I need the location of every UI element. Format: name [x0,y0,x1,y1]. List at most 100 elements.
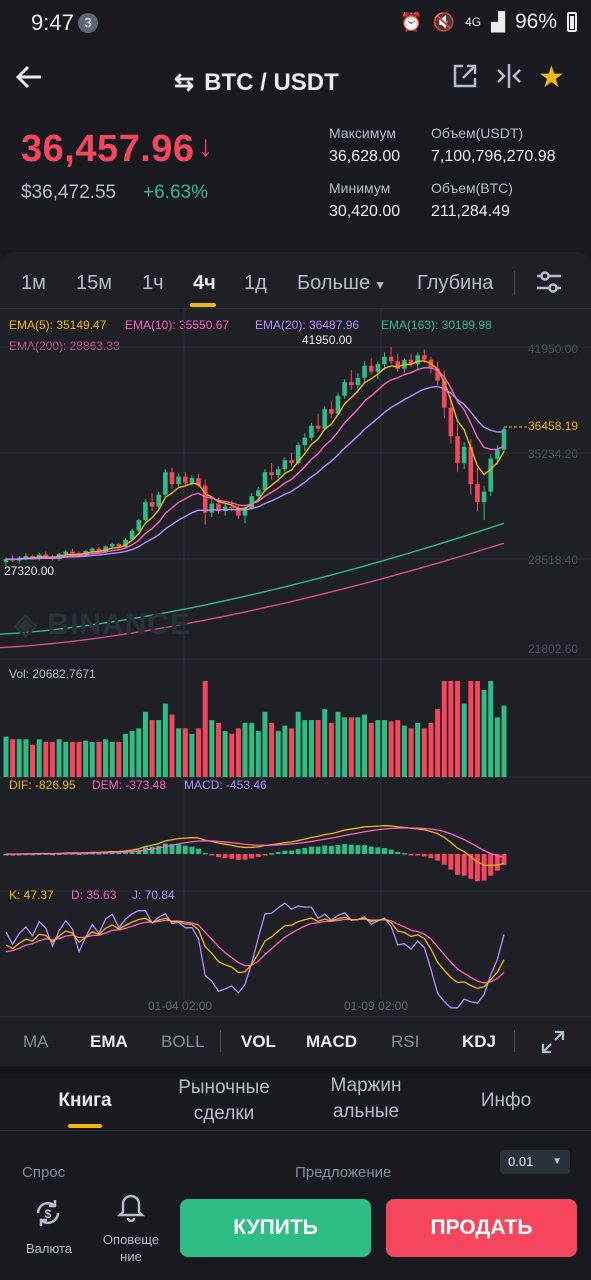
macd-bar [235,854,241,860]
macd-bar [76,853,82,855]
indicator-ema[interactable]: EMA [90,1032,128,1051]
tab-info[interactable]: Инфо [480,1090,532,1111]
volume-bar [488,681,494,777]
candle-body [461,446,467,464]
tab-market-trades[interactable]: Рыночные сделки [178,1077,270,1124]
tab-margin[interactable]: Маржин альные [330,1075,402,1122]
volume-bar [10,739,16,777]
favorite-star-icon[interactable]: ★ [538,61,565,94]
candle-body [455,436,460,464]
macd-bar [474,854,480,882]
macd-bar [83,853,89,855]
volume-bar [182,728,188,777]
volume-bar [415,722,421,777]
macd-bar [428,854,434,859]
candle-body [169,472,175,485]
candlestick-chart[interactable] [0,309,591,1029]
back-arrow-icon[interactable] [14,62,50,98]
volume-bar [408,728,414,777]
volume-bar [16,739,22,777]
low-label: Минимум [329,180,391,196]
volume-bar [149,720,155,777]
indicator-vol[interactable]: VOL [241,1032,276,1051]
candle-body [262,472,268,491]
macd-bar [229,854,235,859]
ema10-legend: EMA(10): 35550.67 [125,318,230,332]
battery-level: 96% [514,10,557,33]
candle-body [322,409,328,429]
depth-tab[interactable]: Глубина [417,272,494,294]
candle-body [30,556,35,559]
volume-bar [96,742,102,777]
volume-bar [69,742,75,777]
interval-1h[interactable]: 1ч [142,272,164,294]
pair-selector[interactable]: ⇆ BTC / USDT [174,68,339,97]
candle-body [3,559,9,563]
volume-bar [49,742,55,777]
watermark-text: BINANCE [47,608,192,641]
volume-bar [142,711,148,777]
x-axis-label: 01-09 02:00 [344,999,409,1013]
ask-label: Предложение [295,1164,392,1181]
precision-value: 0.01 [508,1154,534,1169]
volume-bar [269,722,275,777]
kdj-k-legend: K: 47.37 [9,888,54,902]
macd-bar [388,849,394,854]
macd-dem-legend: DEM: -373.48 [92,778,167,792]
fullscreen-icon[interactable] [541,1030,565,1059]
kdj-lines [5,902,505,1009]
indicator-kdj[interactable]: KDJ [462,1032,497,1051]
ema20-curve [5,385,505,560]
volume-bar [129,731,135,777]
precision-select[interactable]: 0.01 ▼ [500,1150,570,1174]
binance-watermark: ◈ BINANCE [14,607,191,642]
compare-icon[interactable] [494,62,524,97]
status-time: 9:47 [31,10,74,35]
candle-body [375,364,381,372]
candle-body [355,377,361,386]
candle-body [488,458,494,492]
section-gap [0,1066,591,1074]
macd-bar [282,850,288,854]
interval-1m[interactable]: 1м [21,272,46,294]
divider [514,271,515,295]
candle-body [189,478,195,483]
interval-4h[interactable]: 4ч [193,272,216,294]
interval-1d[interactable]: 1д [244,272,267,294]
macd-bar [123,852,129,854]
candle-body [123,539,128,548]
macd-bar [176,844,182,854]
interval-more[interactable]: Больше ▼ [297,272,386,295]
macd-bar [421,854,427,857]
external-link-icon[interactable] [451,62,479,97]
candle-body [415,355,420,365]
candle-body [335,395,341,414]
macd-bar [202,852,208,855]
sell-button[interactable]: ПРОДАТЬ [386,1199,577,1257]
chart-settings-icon[interactable] [535,270,563,299]
ema-lines [5,360,505,561]
volume-bar [368,722,374,777]
kdj-j-curve [5,902,505,1009]
interval-15m[interactable]: 15м [76,272,112,294]
tab-order-book[interactable]: Книга [58,1090,112,1111]
indicator-boll[interactable]: BOLL [161,1032,205,1051]
macd-bar [461,854,467,876]
volume-bar [435,709,441,777]
indicator-rsi[interactable]: RSI [391,1032,420,1051]
macd-bar [481,854,487,881]
macd-bar [395,851,401,854]
candle-body [435,368,440,381]
macd-bar [269,853,275,855]
currency-exchange-icon[interactable]: $ [32,1197,64,1234]
indicator-ma[interactable]: MA [23,1032,49,1051]
bell-icon[interactable] [115,1190,147,1227]
candle-body [222,506,228,512]
candle-body [329,409,334,414]
buy-button[interactable]: КУПИТЬ [180,1199,371,1257]
candles [3,347,507,567]
ema200-line [0,542,505,649]
macd-bar [435,854,441,861]
volume-bar [249,722,255,777]
indicator-macd[interactable]: MACD [306,1032,357,1051]
